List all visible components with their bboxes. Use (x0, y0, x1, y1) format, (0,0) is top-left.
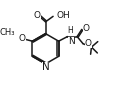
Text: O: O (83, 24, 90, 33)
Text: O: O (85, 39, 92, 48)
Text: O: O (34, 11, 41, 20)
Text: CH₃: CH₃ (0, 28, 15, 37)
Text: N: N (42, 62, 49, 72)
Text: OH: OH (56, 11, 70, 20)
Text: N: N (68, 37, 74, 46)
Text: H: H (68, 26, 73, 35)
Text: O: O (19, 34, 25, 43)
